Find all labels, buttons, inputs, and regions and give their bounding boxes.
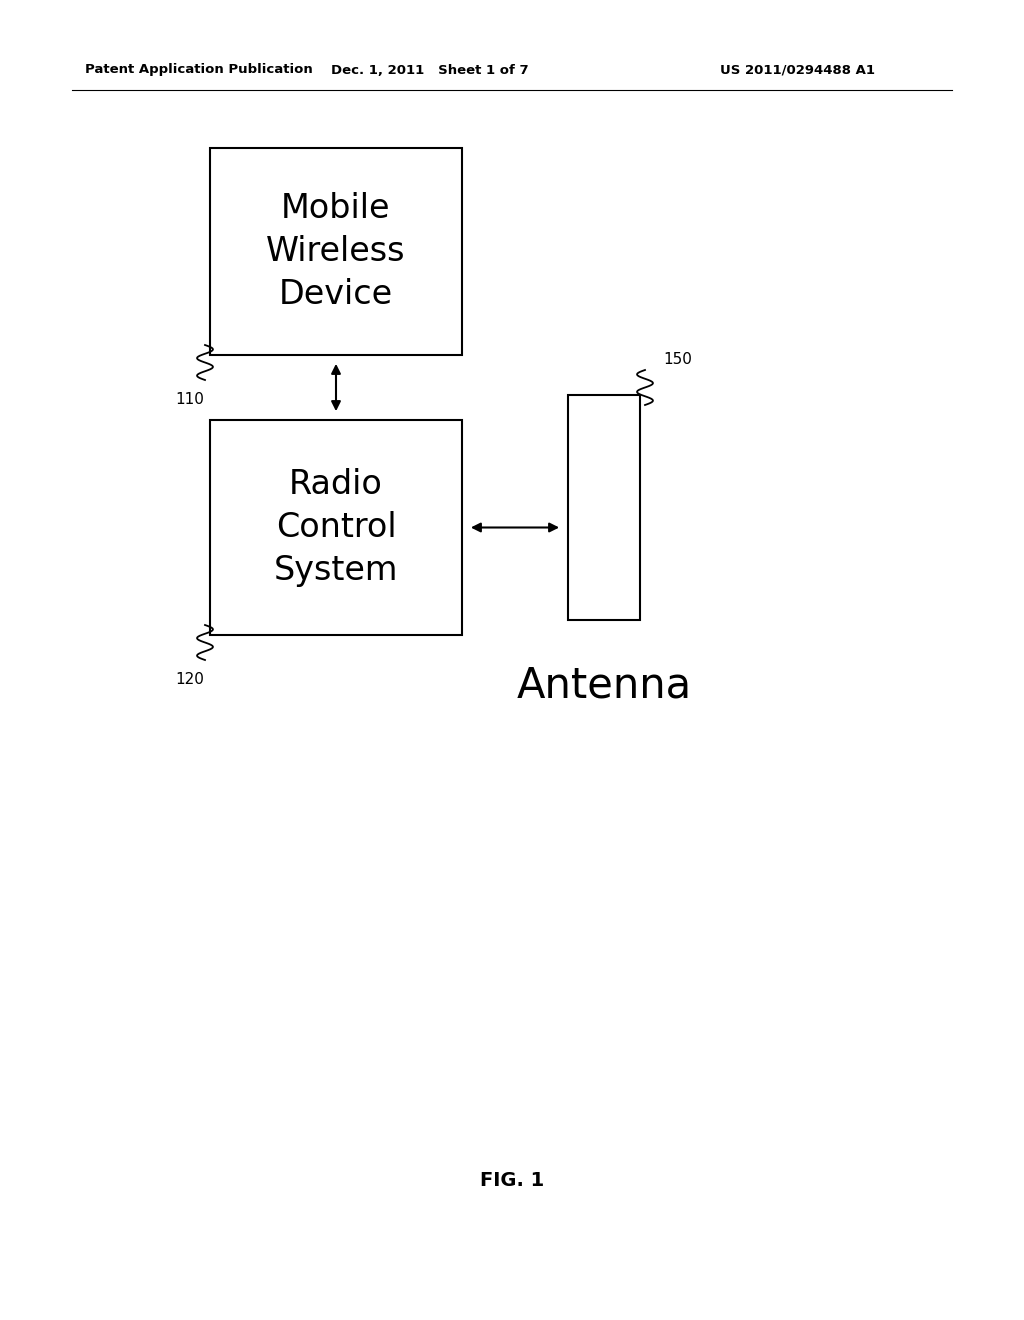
Text: Antenna: Antenna	[516, 665, 691, 708]
Text: Mobile
Wireless
Device: Mobile Wireless Device	[266, 191, 406, 312]
Bar	[210, 420, 462, 635]
Text: FIG. 1: FIG. 1	[480, 1171, 544, 1189]
Bar	[568, 395, 640, 620]
Text: 150: 150	[663, 352, 692, 367]
Text: Radio
Control
System: Radio Control System	[273, 467, 398, 587]
Text: Dec. 1, 2011   Sheet 1 of 7: Dec. 1, 2011 Sheet 1 of 7	[331, 63, 528, 77]
Text: Patent Application Publication: Patent Application Publication	[85, 63, 312, 77]
Bar	[210, 148, 462, 355]
Text: 120: 120	[175, 672, 204, 688]
Text: 110: 110	[175, 392, 204, 408]
Text: US 2011/0294488 A1: US 2011/0294488 A1	[720, 63, 874, 77]
